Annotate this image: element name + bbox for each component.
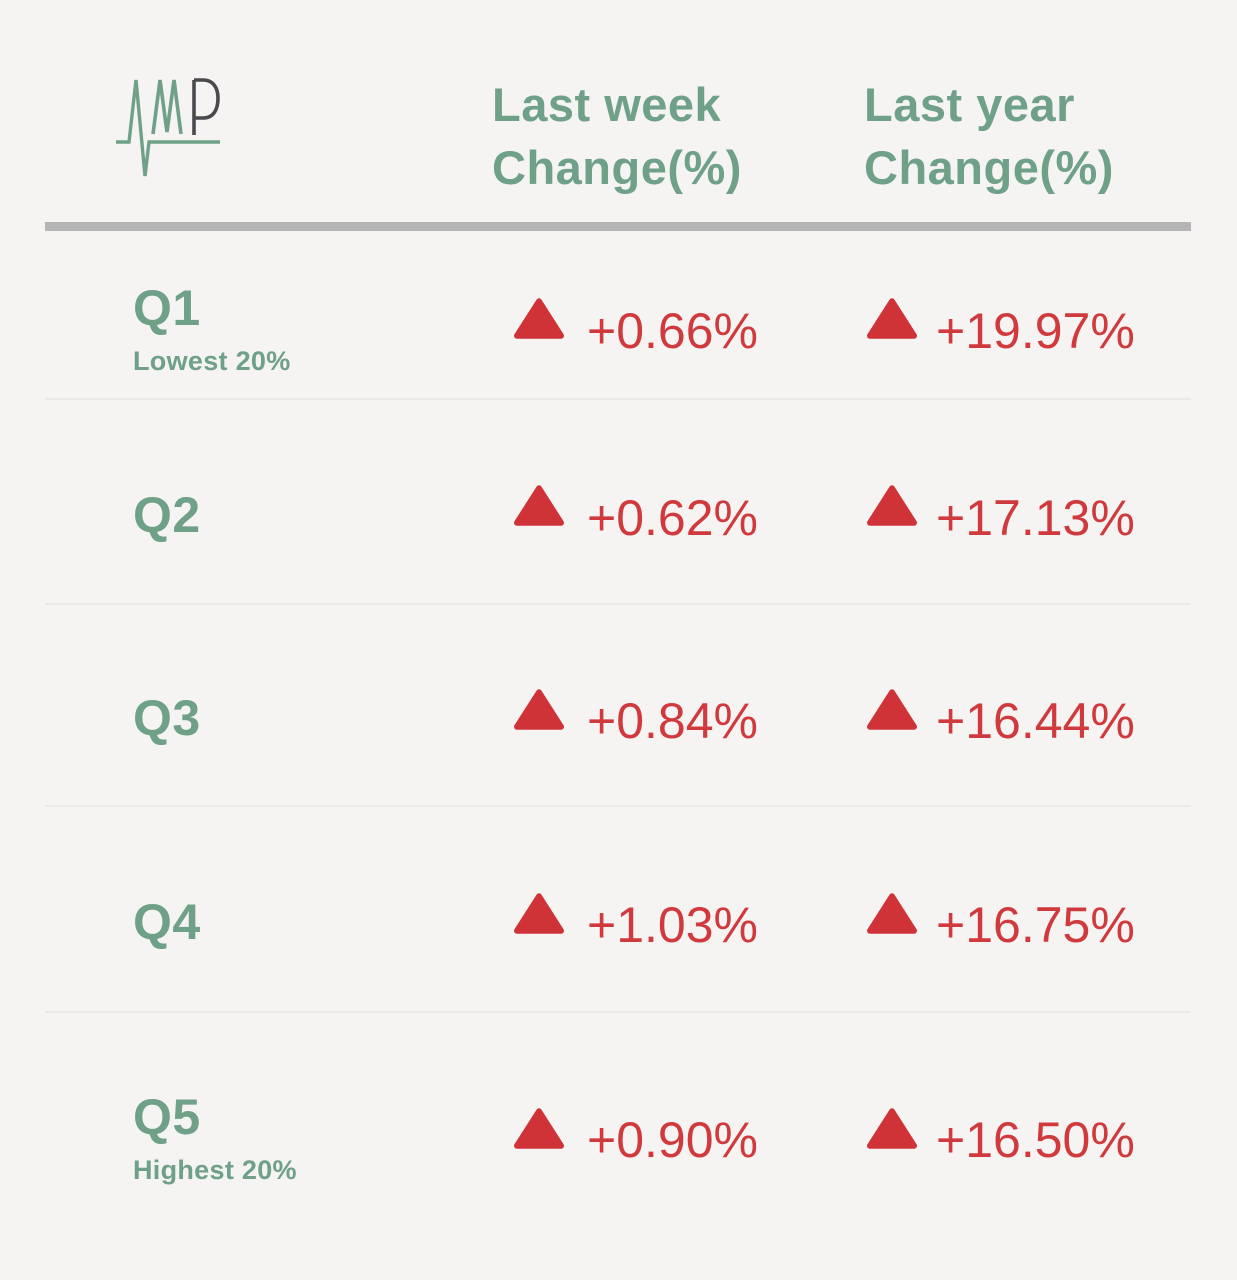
year-change-value: +19.97% [936, 302, 1135, 359]
header-divider [45, 222, 1191, 231]
row-label-cell: Q2 [0, 486, 490, 544]
year-change-cell: +17.13% [865, 485, 1237, 546]
quintile-label: Q2 [133, 486, 201, 543]
amp-logo [116, 78, 220, 177]
column-header-last-year: Last year Change(%) [864, 73, 1114, 199]
up-triangle-icon [867, 298, 917, 339]
up-triangle-icon [867, 1107, 917, 1149]
up-triangle-icon [514, 298, 564, 339]
column-header-line: Last year [864, 78, 1075, 131]
table-row-q3: Q3 +0.84% +16.44% [0, 605, 1237, 805]
week-change-value: +0.62% [587, 489, 758, 546]
row-label-cell: Q4 [0, 893, 490, 951]
logo-letter-m [151, 79, 183, 135]
row-separator [45, 603, 1191, 605]
up-triangle-icon [867, 892, 917, 934]
up-triangle-icon [867, 688, 917, 730]
week-change-cell: +0.84% [490, 688, 865, 749]
up-triangle-icon [514, 892, 564, 934]
row-separator [45, 398, 1191, 400]
row-separator [45, 805, 1191, 807]
year-change-cell: +19.97% [865, 298, 1237, 359]
row-label-cell: Q3 [0, 689, 490, 747]
week-change-value: +0.90% [587, 1112, 758, 1168]
up-triangle-icon [867, 485, 917, 526]
year-change-value: +16.44% [936, 693, 1135, 749]
column-header-line: Change(%) [492, 141, 742, 194]
year-change-cell: +16.75% [865, 892, 1237, 953]
column-header-last-week: Last week Change(%) [492, 73, 742, 199]
column-header-line: Last week [492, 78, 722, 131]
week-change-value: +1.03% [587, 897, 758, 953]
up-triangle-icon [514, 688, 564, 730]
quintile-label: Q3 [133, 690, 201, 746]
year-change-cell: +16.44% [865, 688, 1237, 749]
quintile-sublabel: Highest 20% [133, 1155, 297, 1185]
quintile-sublabel: Lowest 20% [133, 345, 291, 376]
quintile-label: Q1 [133, 279, 201, 336]
year-change-value: +17.13% [936, 489, 1135, 546]
week-change-value: +0.84% [587, 693, 758, 749]
table-row-q1: Q1 Lowest 20% +0.66% +19.97% [0, 231, 1237, 398]
table-row-q5: Q5 Highest 20% +0.90% +16.50% [0, 1013, 1237, 1261]
logo-letter-p [192, 78, 220, 135]
quintile-label: Q4 [133, 894, 201, 950]
year-change-value: +16.75% [936, 897, 1135, 953]
year-change-value: +16.50% [936, 1112, 1135, 1168]
row-label-cell: Q5 Highest 20% [0, 1088, 490, 1186]
week-change-cell: +1.03% [490, 892, 865, 953]
table-row-q4: Q4 +1.03% +16.75% [0, 807, 1237, 1011]
up-triangle-icon [514, 1107, 564, 1149]
up-triangle-icon [514, 485, 564, 526]
week-change-cell: +0.90% [490, 1107, 865, 1168]
quintile-label: Q5 [133, 1089, 201, 1145]
week-change-value: +0.66% [587, 302, 758, 359]
row-separator [45, 1011, 1191, 1013]
ekg-line-icon [116, 79, 220, 177]
row-label-cell: Q1 Lowest 20% [0, 279, 490, 377]
table-row-q2: Q2 +0.62% +17.13% [0, 400, 1237, 603]
column-header-line: Change(%) [864, 141, 1114, 194]
week-change-cell: +0.66% [490, 298, 865, 359]
year-change-cell: +16.50% [865, 1107, 1237, 1168]
week-change-cell: +0.62% [490, 485, 865, 546]
